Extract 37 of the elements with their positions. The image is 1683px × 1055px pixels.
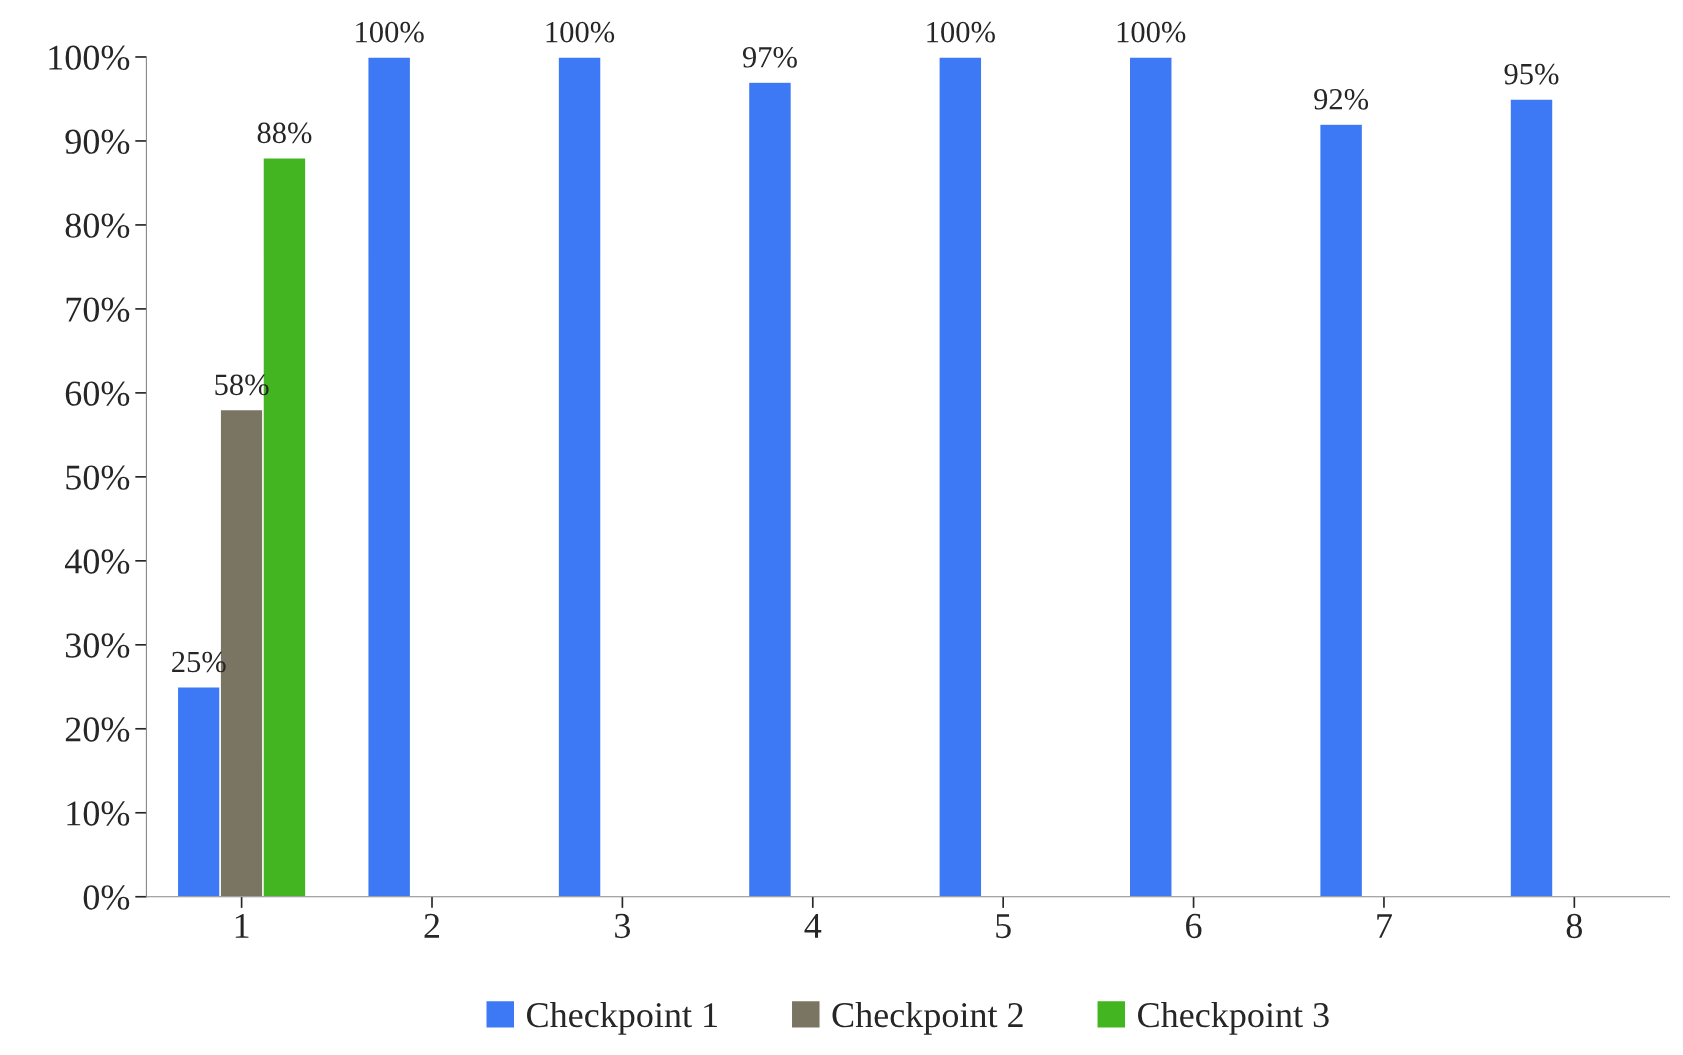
data-label: 100%	[1117, 21, 1186, 43]
data-label: 92%	[1314, 88, 1369, 110]
y-tick-label: 60%	[65, 381, 130, 406]
y-tick-label: 80%	[65, 213, 130, 238]
data-label: 100%	[356, 21, 424, 43]
y-tick-label: 30%	[65, 633, 130, 658]
legend-label: Checkpoint 3	[1138, 1001, 1329, 1035]
y-tick-label: 70%	[66, 297, 130, 322]
x-tick-label: 6	[1186, 913, 1202, 939]
y-tick-label: 10%	[67, 801, 130, 826]
bar	[1319, 123, 1364, 897]
x-tick-label: 8	[1566, 913, 1582, 939]
bar	[1509, 98, 1554, 897]
bar	[557, 56, 602, 897]
legend-label: Checkpoint 1	[527, 1001, 717, 1035]
data-label: 97%	[742, 47, 797, 68]
legend-label: Checkpoint 2	[832, 1001, 1023, 1035]
y-tick-label: 20%	[65, 717, 130, 742]
y-tick-label: 0%	[83, 885, 130, 910]
y-tick-label: 90%	[65, 129, 130, 154]
y-tick-label: 40%	[64, 549, 130, 574]
bar	[747, 81, 793, 897]
data-label: 88%	[257, 122, 312, 144]
bar	[367, 56, 412, 897]
x-tick-label: 3	[615, 913, 631, 939]
data-label: 100%	[927, 21, 995, 43]
x-tick-label: 7	[1377, 914, 1392, 938]
x-tick-label: 5	[996, 914, 1011, 939]
data-label: 100%	[546, 21, 615, 43]
x-tick-label: 4	[804, 914, 822, 938]
bar	[938, 56, 983, 897]
bar	[1128, 56, 1173, 897]
y-tick-label: 100%	[49, 45, 130, 70]
data-label: 95%	[1504, 63, 1559, 85]
x-tick-label: 1	[235, 913, 249, 938]
y-tick-label: 50%	[66, 465, 130, 490]
x-tick-label: 2	[424, 913, 440, 938]
